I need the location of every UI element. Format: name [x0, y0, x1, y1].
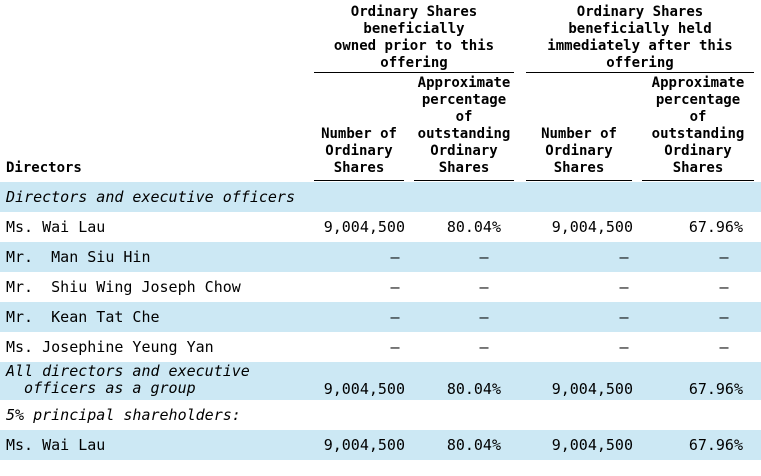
- row-label: Directors and executive officers: [6, 188, 295, 206]
- row-value: —: [390, 278, 400, 296]
- row-label: Mr. Man Siu Hin: [6, 248, 151, 266]
- group-header-after: Ordinary Shares beneficially held immedi…: [547, 4, 733, 71]
- row-value: 67.96%: [688, 436, 743, 454]
- column-rule-number-after: [526, 180, 632, 181]
- table-row: Ms. Josephine Yeung Yan — — — —: [0, 332, 761, 362]
- row-value: —: [479, 278, 489, 296]
- row-value: 9,004,500: [323, 436, 405, 454]
- table-row: Mr. Shiu Wing Joseph Chow — — — —: [0, 272, 761, 302]
- table-row: Ms. Wai Lau 9,004,500 80.04% 9,004,500 67.96…: [0, 430, 761, 460]
- row-value: —: [719, 278, 729, 296]
- row-value: 9,004,500: [551, 436, 633, 454]
- group-rule-after: [526, 72, 754, 73]
- row-value: —: [390, 248, 400, 266]
- row-value: —: [619, 278, 629, 296]
- row-value: —: [479, 248, 489, 266]
- row-value: —: [390, 338, 400, 356]
- table-header: Ordinary Shares beneficially owned prior…: [0, 0, 761, 184]
- row-value: —: [719, 248, 729, 266]
- row-label: All directors and executive officers as …: [6, 362, 250, 397]
- table-row: Directors and executive officers: [0, 182, 761, 212]
- row-label: Ms. Wai Lau: [6, 218, 106, 236]
- row-value: —: [479, 338, 489, 356]
- table-row: Ms. Wai Lau 9,004,500 80.04% 9,004,500 67.96…: [0, 212, 761, 242]
- column-rule-pct-after: [642, 180, 754, 181]
- table-row: All directors and executive officers as …: [0, 362, 761, 400]
- row-label: Mr. Shiu Wing Joseph Chow: [6, 278, 241, 296]
- row-value: —: [479, 308, 489, 326]
- row-label: Ms. Josephine Yeung Yan: [6, 338, 214, 356]
- table-row: 5% principal shareholders:: [0, 400, 761, 430]
- group-header-prior: Ordinary Shares beneficially owned prior…: [333, 4, 495, 71]
- row-value: 9,004,500: [323, 380, 405, 398]
- row-value: —: [719, 338, 729, 356]
- table-row: Mr. Man Siu Hin — — — —: [0, 242, 761, 272]
- row-value: —: [619, 308, 629, 326]
- row-value: —: [619, 338, 629, 356]
- row-value: 67.96%: [688, 380, 743, 398]
- row-value: —: [390, 308, 400, 326]
- column-rule-number-prior: [314, 180, 404, 181]
- row-value: —: [719, 308, 729, 326]
- row-value: 80.04%: [446, 218, 501, 236]
- table-body: Directors and executive officers Ms. Wai …: [0, 182, 761, 460]
- column-header-pct-prior: Approximate percentage of outstanding Or…: [417, 75, 511, 176]
- column-header-number-after: Number of Ordinary Shares: [541, 126, 617, 176]
- row-value: 9,004,500: [551, 218, 633, 236]
- row-label: Ms. Wai Lau: [6, 436, 106, 454]
- row-label: 5% principal shareholders:: [6, 406, 241, 424]
- row-value: —: [619, 248, 629, 266]
- row-value: 80.04%: [446, 380, 501, 398]
- row-value: 9,004,500: [551, 380, 633, 398]
- row-label: Mr. Kean Tat Che: [6, 308, 160, 326]
- column-header-pct-after: Approximate percentage of outstanding Or…: [651, 75, 745, 176]
- row-value: 80.04%: [446, 436, 501, 454]
- directors-column-header: Directors: [6, 160, 82, 176]
- table-row: Mr. Kean Tat Che — — — —: [0, 302, 761, 332]
- column-rule-pct-prior: [414, 180, 514, 181]
- group-rule-prior: [314, 72, 514, 73]
- row-value: 9,004,500: [323, 218, 405, 236]
- row-value: 67.96%: [688, 218, 743, 236]
- column-header-number-prior: Number of Ordinary Shares: [321, 126, 397, 176]
